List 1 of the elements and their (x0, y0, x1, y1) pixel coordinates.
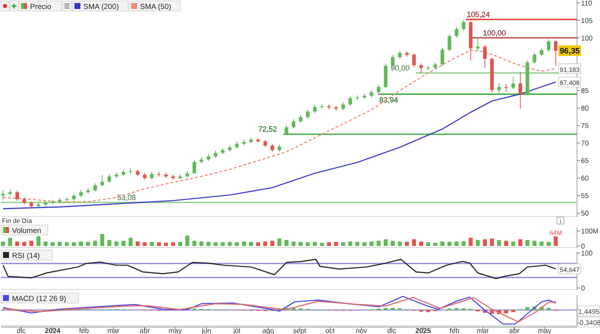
text: 96,35 (560, 46, 580, 56)
